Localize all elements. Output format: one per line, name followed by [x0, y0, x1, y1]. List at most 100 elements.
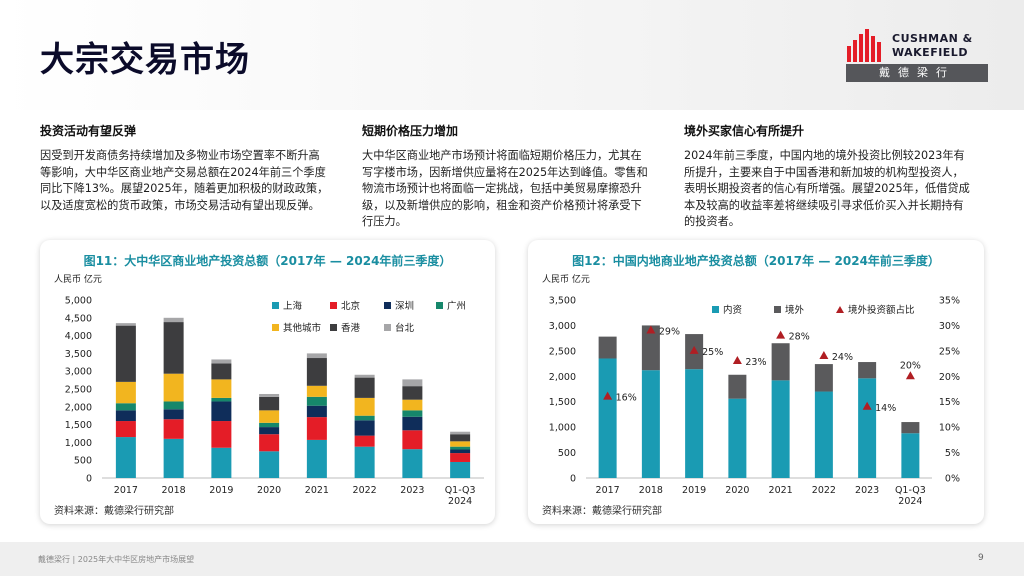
bar-segment [402, 430, 423, 450]
y2-tick-label: 30% [939, 321, 960, 332]
y2-tick-label: 0% [945, 474, 960, 485]
bar-segment [306, 358, 327, 386]
bar-segment [306, 353, 327, 359]
legend-swatch [330, 324, 337, 331]
bar-segment [259, 422, 280, 428]
x-tick-label: 2019 [682, 485, 706, 496]
legend-swatch [436, 302, 443, 309]
y-tick-label: 500 [558, 448, 576, 459]
bar-segment [728, 374, 747, 399]
bar-segment [163, 322, 184, 374]
legend-label: 上海 [283, 300, 303, 312]
bar-segment [163, 317, 184, 323]
logo-text-line1: CUSHMAN & [892, 32, 973, 45]
chart-title: 图12：中国内地商业地产投资总额（2017年 — 2024年前三季度） [572, 254, 940, 268]
y-tick-label: 3,000 [549, 321, 576, 332]
legend-label: 其他城市 [283, 322, 322, 334]
bar-segment [402, 449, 423, 478]
bar-segment [306, 385, 327, 397]
y-tick-label: 4,000 [65, 331, 92, 342]
legend-swatch [712, 306, 719, 313]
legend-swatch [330, 302, 337, 309]
y-tick-label: 1,000 [549, 423, 576, 434]
chart-card-greater-china: 图11：大中华区商业地产投资总额（2017年 — 2024年前三季度） 人民币 … [40, 240, 495, 524]
legend-swatch [272, 302, 279, 309]
bar-segment [814, 364, 833, 392]
bar-segment [115, 437, 136, 478]
bar-segment [259, 396, 280, 411]
x-tick-label: 2020 [725, 485, 749, 496]
bar-segment [402, 386, 423, 400]
legend-label: 台北 [395, 322, 415, 334]
y-tick-label: 2,000 [65, 402, 92, 413]
y-tick-label: 1,000 [65, 438, 92, 449]
logo-text-line2: WAKEFIELD [892, 46, 968, 59]
bar-segment [450, 449, 471, 454]
bar-segment [115, 410, 136, 422]
bar-segment [115, 323, 136, 326]
y2-tick-label: 20% [939, 372, 960, 383]
legend-swatch [272, 324, 279, 331]
x-tick-label: 2020 [257, 485, 281, 496]
company-logo: CUSHMAN & WAKEFIELD 戴德梁行 [846, 28, 988, 82]
y2-tick-label: 35% [939, 296, 960, 307]
y2-tick-label: 25% [939, 346, 960, 357]
legend-label: 深圳 [395, 301, 414, 312]
footer-text: 戴德梁行 | 2025年大中华区房地产市场展望 [38, 555, 195, 564]
bar-segment [402, 410, 423, 417]
share-marker [905, 371, 915, 380]
x-tick-label: Q1-Q3 [445, 485, 476, 496]
bar-segment [450, 441, 471, 447]
bar-segment [211, 363, 232, 380]
chart-title: 图11：大中华区商业地产投资总额（2017年 — 2024年前三季度） [83, 254, 452, 268]
bar-segment [354, 420, 375, 436]
bar-segment [598, 336, 617, 359]
y2-tick-label: 10% [939, 423, 960, 434]
x-tick-label: 2021 [769, 485, 793, 496]
legend-marker [836, 306, 844, 313]
y-tick-label: 1,500 [65, 420, 92, 431]
bar-segment [211, 397, 232, 402]
share-data-label: 28% [789, 332, 810, 343]
share-marker [732, 356, 742, 365]
chart-mainland-svg: 人民币 亿元 0 500 1,000 1,500 2,000 2,500 3,000 3,500… [542, 273, 960, 507]
bar-segment [858, 378, 877, 478]
y-tick-label: 3,500 [549, 296, 576, 307]
bar-segment [354, 374, 375, 378]
x-tick-label: 2024 [898, 496, 922, 507]
column-body: 因受到开发商债务持续增加及多物业市场空置率不断升高等影响，大中华区商业地产交易总… [40, 149, 329, 212]
column-body: 2024年前三季度，中国内地的境外投资比例较2023年有所提升，主要来自于中国香… [684, 149, 970, 228]
legend-swatch [774, 306, 781, 313]
x-tick-label: 2022 [353, 485, 377, 496]
share-marker [646, 325, 656, 334]
column-body: 大中华区商业地产市场预计将面临短期价格压力，尤其在写字楼市场，因新增供应量将在2… [362, 149, 648, 228]
bar-segment [115, 421, 136, 438]
column-investment-rebound: 投资活动有望反弹 因受到开发商债务持续增加及多物业市场空置率不断升高等影响，大中… [40, 122, 330, 214]
bar-segment [211, 401, 232, 422]
column-heading: 短期价格压力增加 [362, 124, 459, 138]
bar-segment [771, 343, 790, 381]
y-tick-label: 2,000 [549, 372, 576, 383]
y-tick-label: 5,000 [65, 296, 92, 307]
chart-source: 资料来源：戴德梁行研究部 [54, 506, 174, 517]
legend-label: 内资 [723, 304, 743, 316]
y-tick-label: 500 [74, 456, 92, 467]
bar-segment [211, 379, 232, 398]
bar-segment [163, 419, 184, 439]
bar-segment [450, 453, 471, 462]
bar-segment [598, 358, 617, 478]
y-tick-label: 1,500 [549, 397, 576, 408]
bar-segment [306, 396, 327, 406]
bar-segment [402, 379, 423, 387]
x-tick-label: 2018 [162, 485, 186, 496]
share-data-label: 23% [745, 357, 766, 368]
share-data-label: 25% [702, 347, 723, 358]
bar-segment [259, 451, 280, 478]
legend-swatch [384, 302, 391, 309]
bar-segment [450, 431, 471, 435]
legend-label: 境外 [785, 304, 805, 316]
bar-segment [354, 415, 375, 421]
bar-segment [306, 439, 327, 478]
legend-label: 香港 [341, 322, 361, 334]
bar-segment [354, 377, 375, 398]
